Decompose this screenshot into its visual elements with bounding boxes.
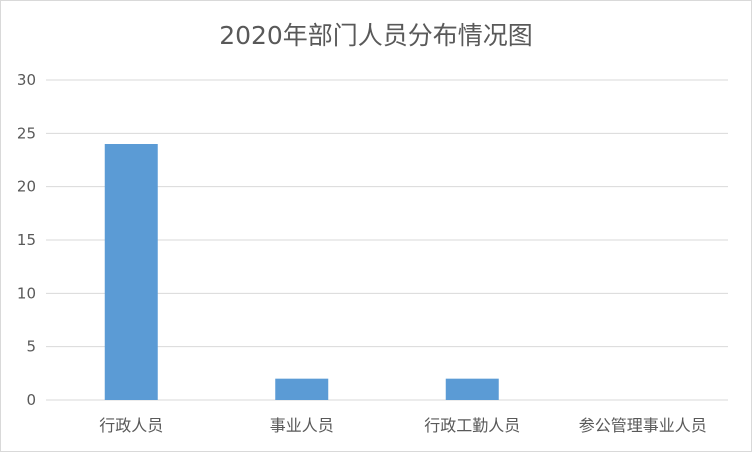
x-category-label: 参公管理事业人员 (579, 416, 707, 435)
y-tick-label: 20 (17, 178, 36, 196)
y-tick-label: 10 (17, 284, 36, 302)
chart-title: 2020年部门人员分布情况图 (219, 21, 533, 50)
y-tick-label: 0 (26, 391, 36, 409)
bar (445, 378, 499, 400)
x-category-label: 事业人员 (270, 416, 334, 435)
y-tick-label: 30 (17, 71, 36, 89)
y-tick-label: 15 (17, 231, 36, 249)
bar (275, 378, 329, 400)
y-tick-label: 5 (26, 338, 36, 356)
x-category-label: 行政人员 (99, 416, 163, 435)
x-category-label: 行政工勤人员 (424, 416, 520, 435)
bar (104, 144, 158, 400)
y-tick-label: 25 (17, 124, 36, 142)
